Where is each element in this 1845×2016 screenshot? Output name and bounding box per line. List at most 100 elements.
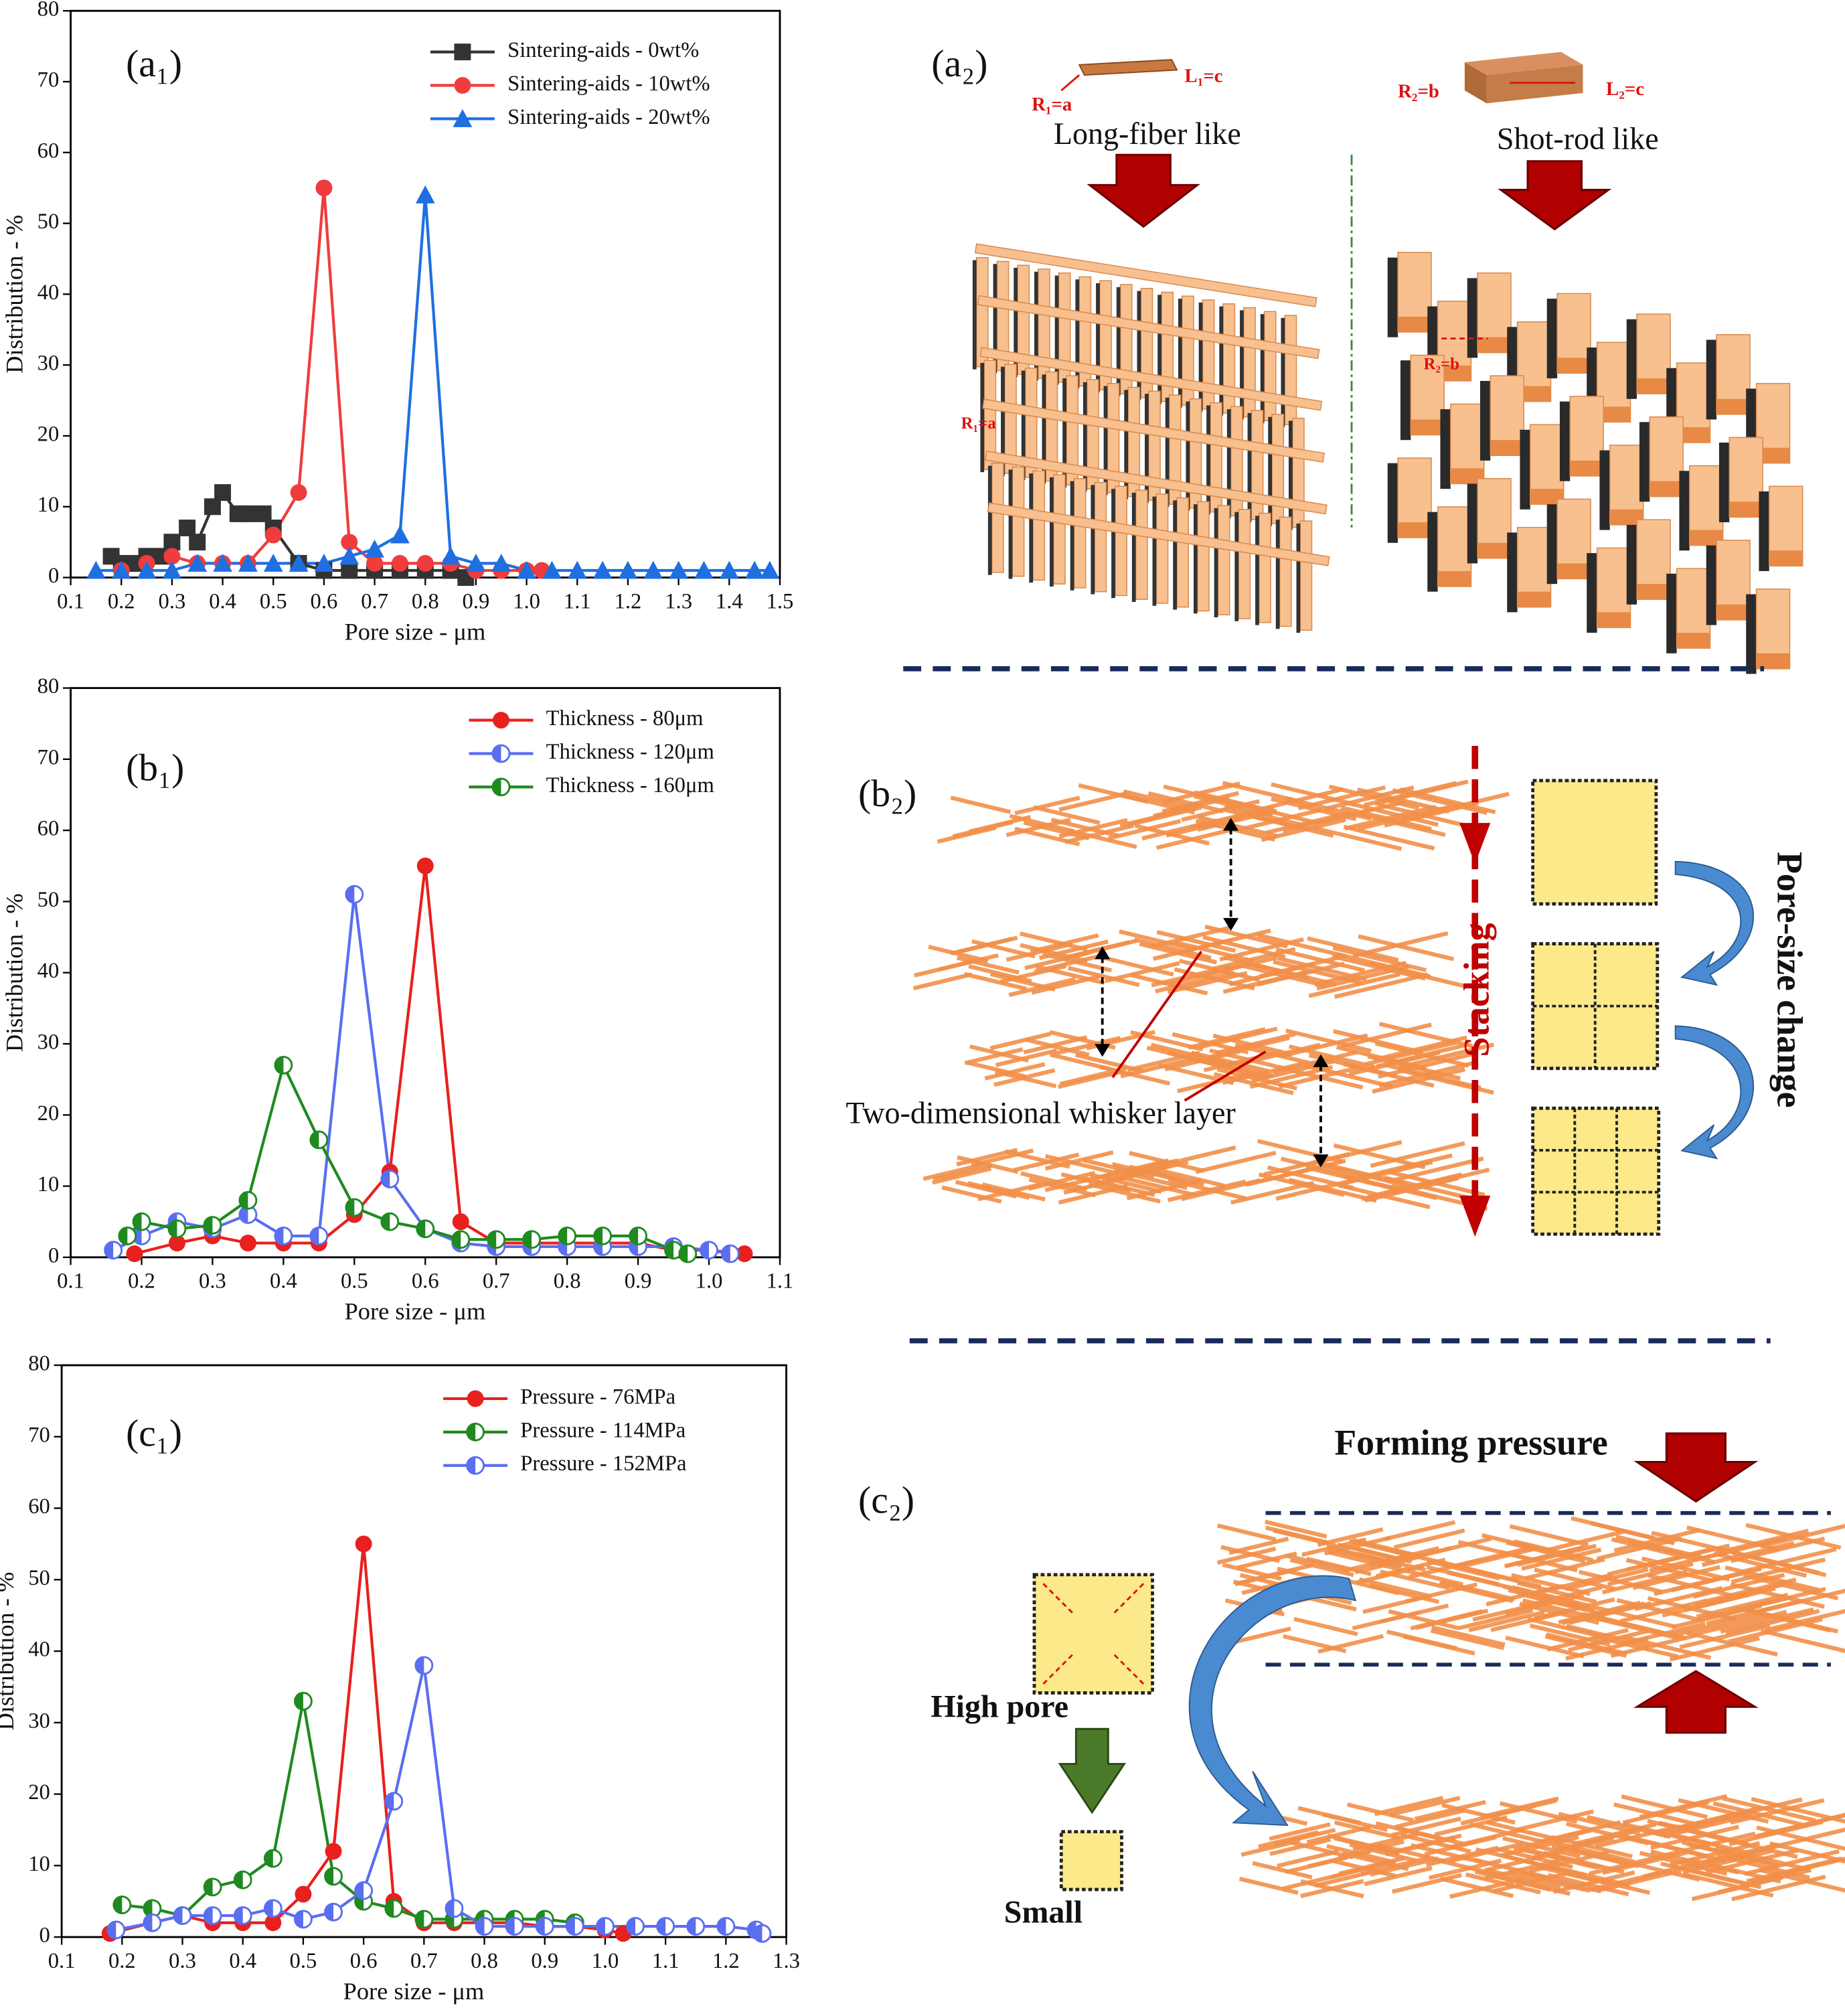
rod-block-side: [1639, 422, 1650, 502]
series-line: [96, 195, 770, 572]
marker: [440, 546, 461, 565]
rod-block-end: [1477, 337, 1512, 353]
whisker: [1749, 1857, 1845, 1884]
y-tick-label: 20: [37, 1101, 60, 1126]
whisker: [1173, 939, 1255, 963]
marker: [137, 560, 157, 579]
y-tick-label: 80: [37, 0, 60, 21]
fiber-bar: [987, 502, 1330, 566]
x-tick-label: 0.2: [108, 1949, 136, 1973]
whisker: [1607, 1551, 1694, 1577]
whisker: [1275, 947, 1365, 973]
whisker: [1156, 929, 1236, 953]
whisker: [1334, 972, 1429, 999]
marker-fill: [143, 1899, 153, 1917]
diagram-label: Pore-size change: [1769, 852, 1810, 1107]
y-tick-label: 50: [37, 210, 60, 234]
fiber-slat-side: [980, 363, 985, 473]
rod-block-side: [1559, 401, 1571, 481]
fiber-slat-side: [1014, 268, 1018, 378]
whisker: [1038, 939, 1109, 960]
panel-label: (c₁): [126, 1413, 182, 1455]
marker: [179, 520, 196, 536]
whisker: [1516, 1581, 1597, 1604]
y-tick-label: 40: [37, 281, 60, 305]
whisker: [1293, 1616, 1358, 1636]
rod-block-side: [1507, 532, 1518, 613]
marker: [491, 554, 511, 572]
rod-block-side: [1400, 360, 1411, 441]
fiber-slat: [1094, 481, 1107, 593]
legend-label: Pressure - 114MPa: [520, 1418, 686, 1442]
rod-block-end: [1570, 460, 1604, 476]
x-tick-label: 0.7: [361, 589, 388, 613]
diagram-title: Long-fiber like: [1054, 117, 1241, 151]
whisker: [1622, 1822, 1710, 1847]
x-tick-label: 0.3: [159, 589, 186, 613]
x-tick-label: 1.3: [665, 589, 692, 613]
marker-fill: [506, 1918, 515, 1935]
marker-fill: [143, 1914, 153, 1932]
whisker: [1709, 1797, 1803, 1824]
arrow-head: [1313, 1054, 1329, 1067]
whisker: [1352, 1831, 1421, 1852]
fiber-slat: [1196, 501, 1210, 612]
y-tick-label: 70: [37, 745, 60, 769]
whisker: [1213, 1072, 1294, 1095]
y-tick-label: 10: [37, 493, 60, 517]
rod-block-end: [1756, 653, 1790, 669]
x-tick-label: 0.7: [483, 1269, 510, 1294]
y-tick-label: 50: [28, 1566, 50, 1590]
whisker: [1215, 1032, 1296, 1055]
marker-fill: [385, 1899, 394, 1917]
whisker: [1705, 1833, 1798, 1859]
x-tick-label: 1.1: [652, 1949, 679, 1973]
whisker: [932, 1166, 992, 1185]
legend-label: Sintering-aids - 20wt%: [507, 105, 710, 129]
marker-fill: [629, 1227, 639, 1245]
arrow: [1498, 160, 1612, 231]
fiber-slat: [1299, 520, 1313, 631]
marker: [643, 560, 663, 579]
arrow: [1058, 1727, 1126, 1814]
arrow-head: [1095, 1044, 1111, 1057]
whisker: [1625, 1557, 1714, 1583]
rod-block-end: [1517, 591, 1551, 607]
marker-fill: [113, 1896, 123, 1914]
whisker: [1346, 801, 1439, 827]
y-tick-label: 80: [37, 674, 60, 698]
whisker: [1282, 1871, 1345, 1891]
whisker: [1671, 1567, 1762, 1593]
diagram-label: Two-dimensional whisker layer: [846, 1095, 1235, 1130]
y-tick-label: 30: [37, 1030, 60, 1054]
whisker: [1716, 1853, 1810, 1880]
marker-fill: [234, 1907, 243, 1924]
whisker: [1465, 1872, 1541, 1895]
whisker: [1334, 1820, 1400, 1841]
x-axis-label: Pore size - μm: [343, 1978, 485, 2005]
x-tick-label: 0.6: [412, 1269, 439, 1294]
whisker: [1502, 1836, 1581, 1859]
arrow-head: [1459, 1195, 1491, 1237]
fiber-slat-side: [1240, 310, 1244, 420]
marker: [719, 560, 739, 579]
pore-square: [1059, 1830, 1123, 1891]
whisker: [1258, 1830, 1319, 1849]
x-tick-label: 0.8: [471, 1949, 498, 1973]
marker: [239, 1235, 256, 1252]
fiber: [1078, 59, 1178, 76]
fiber-slat-side: [993, 264, 997, 374]
legend-marker: [453, 109, 473, 127]
fiber-slat-side: [1152, 496, 1157, 606]
rod-block-end: [1716, 604, 1750, 620]
fiber-bar: [974, 243, 1317, 307]
whisker: [1163, 781, 1240, 804]
panel-label: (a₁): [126, 43, 182, 85]
marker: [618, 560, 638, 579]
whisker: [1703, 1577, 1797, 1604]
whisker: [1252, 1861, 1313, 1879]
fiber-slat: [1073, 478, 1087, 589]
curved-arrow: [1674, 860, 1754, 986]
x-tick-label: 1.0: [592, 1949, 619, 1973]
fiber-slat-side: [1165, 397, 1170, 508]
